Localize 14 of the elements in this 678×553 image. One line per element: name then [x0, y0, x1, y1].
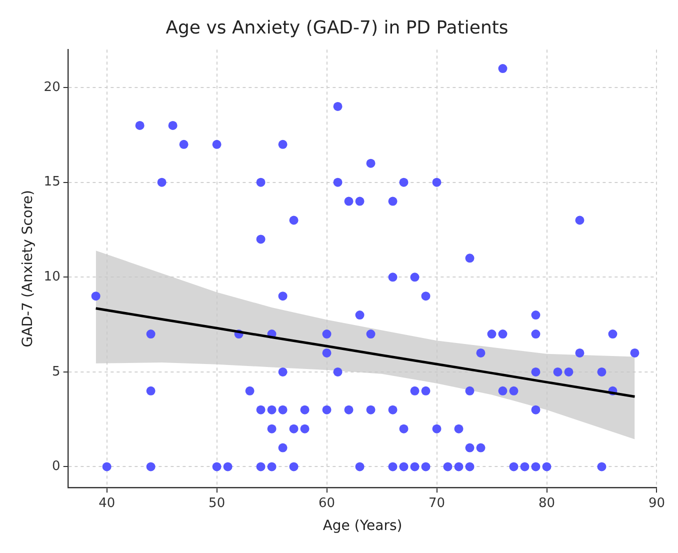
x-tick-label: 70	[428, 496, 446, 511]
y-tick-label: 15	[44, 174, 60, 190]
y-tick-label: 0	[52, 459, 60, 474]
y-tick-label: 10	[44, 270, 60, 285]
y-tick-label: 5	[52, 364, 60, 380]
x-tick-label: 90	[648, 496, 665, 511]
x-axis-title: Age (Years)	[322, 518, 402, 534]
chart-title: Age vs Anxiety (GAD-7) in PD Patients	[166, 17, 508, 38]
x-tick-label: 50	[208, 496, 226, 511]
x-tick-label: 80	[538, 496, 556, 511]
y-axis-title: GAD-7 (Anxiety Score)	[20, 190, 36, 348]
x-tick-label: 40	[98, 496, 116, 511]
y-tick-label: 20	[44, 80, 60, 95]
x-tick-label: 60	[318, 496, 336, 511]
